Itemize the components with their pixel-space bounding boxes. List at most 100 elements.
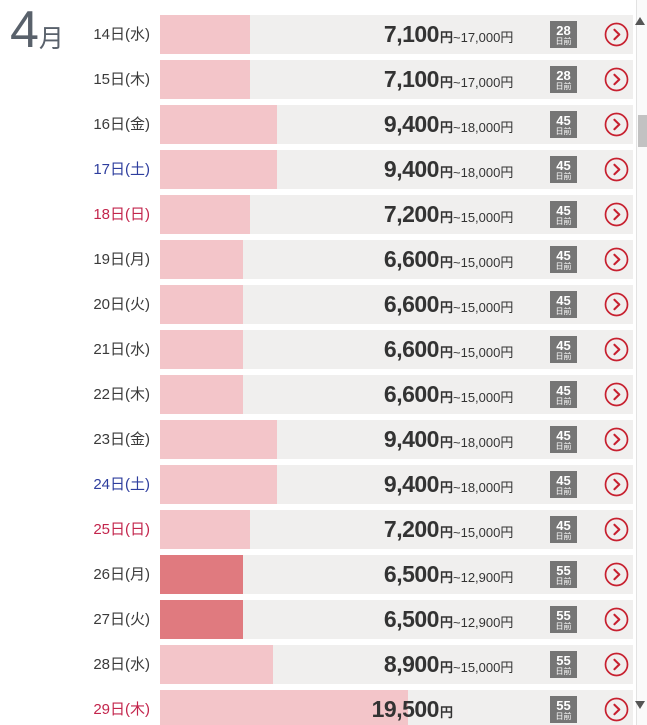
days-before-unit: 日前 <box>555 396 572 406</box>
date-label: 29日(木) <box>93 701 150 718</box>
price-text: 9,400 円 ~18,000円 <box>384 155 537 182</box>
price-bar-track: 19,500 円 55 日前 <box>160 690 633 725</box>
price-min-currency: 円 <box>439 254 453 270</box>
date-row[interactable]: 28日(水) 8,900 円 ~15,000円 55 日前 <box>0 645 633 684</box>
date-row[interactable]: 18日(日) 7,200 円 ~15,000円 45 日前 <box>0 195 633 234</box>
row-chevron-button[interactable] <box>604 22 629 47</box>
row-chevron-button[interactable] <box>604 292 629 317</box>
price-bar <box>160 60 250 99</box>
days-before-badge: 55 日前 <box>550 606 577 633</box>
price-bar <box>160 105 277 144</box>
date-row[interactable]: 21日(水) 6,600 円 ~15,000円 45 日前 <box>0 330 633 369</box>
date-row[interactable]: 23日(金) 9,400 円 ~18,000円 45 日前 <box>0 420 633 459</box>
price-text: 6,600 円 ~15,000円 <box>384 380 537 407</box>
month-number: 4 <box>10 1 39 59</box>
row-chevron-button[interactable] <box>604 202 629 227</box>
price-text: 8,900 円 ~15,000円 <box>384 650 537 677</box>
days-before-unit: 日前 <box>555 666 572 676</box>
price-bar-track: 7,100 円 ~17,000円 28 日前 <box>160 60 633 99</box>
row-chevron-button[interactable] <box>604 517 629 542</box>
date-row[interactable]: 26日(月) 6,500 円 ~12,900円 55 日前 <box>0 555 633 594</box>
row-chevron-button[interactable] <box>604 472 629 497</box>
row-chevron-button[interactable] <box>604 112 629 137</box>
price-min-currency: 円 <box>439 614 453 630</box>
circle-chevron-right-icon <box>604 202 629 227</box>
month-unit: 月 <box>38 25 64 53</box>
row-chevron-button[interactable] <box>604 652 629 677</box>
days-before-number: 55 <box>556 607 571 623</box>
price-bar <box>160 555 243 594</box>
date-row[interactable]: 16日(金) 9,400 円 ~18,000円 45 日前 <box>0 105 633 144</box>
price-min-value: 8,900 <box>383 650 440 677</box>
scrollbar-thumb[interactable] <box>638 115 647 147</box>
days-before-unit: 日前 <box>555 531 572 541</box>
days-before-badge: 45 日前 <box>550 336 577 363</box>
date-row[interactable]: 19日(月) 6,600 円 ~15,000円 45 日前 <box>0 240 633 279</box>
row-chevron-button[interactable] <box>604 247 629 272</box>
days-before-number: 45 <box>556 202 571 218</box>
date-label: 28日(水) <box>93 656 150 673</box>
price-min-value: 6,600 <box>383 335 440 362</box>
scroll-up-arrow-icon[interactable] <box>635 17 645 25</box>
price-bar <box>160 330 243 369</box>
price-range-max: ~18,000円 <box>453 434 514 450</box>
price-min-value: 7,100 <box>383 65 440 92</box>
date-row[interactable]: 17日(土) 9,400 円 ~18,000円 45 日前 <box>0 150 633 189</box>
price-bar-track: 9,400 円 ~18,000円 45 日前 <box>160 105 633 144</box>
price-min-value: 7,200 <box>383 515 440 542</box>
price-min-value: 9,400 <box>383 110 440 137</box>
price-range-max: ~15,000円 <box>453 389 514 405</box>
days-before-number: 55 <box>556 697 571 713</box>
scroll-down-arrow-icon[interactable] <box>635 701 645 709</box>
row-chevron-button[interactable] <box>604 382 629 407</box>
price-bar-track: 6,500 円 ~12,900円 55 日前 <box>160 600 633 639</box>
date-row[interactable]: 14日(水) 7,100 円 ~17,000円 28 日前 <box>0 15 633 54</box>
price-min-currency: 円 <box>439 209 453 225</box>
price-min-value: 6,600 <box>383 245 440 272</box>
days-before-badge: 28 日前 <box>550 21 577 48</box>
date-row[interactable]: 20日(火) 6,600 円 ~15,000円 45 日前 <box>0 285 633 324</box>
days-before-badge: 45 日前 <box>550 246 577 273</box>
date-label: 14日(水) <box>93 26 150 43</box>
date-label: 20日(火) <box>93 296 150 313</box>
circle-chevron-right-icon <box>604 67 629 92</box>
date-row[interactable]: 15日(木) 7,100 円 ~17,000円 28 日前 <box>0 60 633 99</box>
price-bar <box>160 150 277 189</box>
price-min-value: 9,400 <box>383 155 440 182</box>
row-chevron-button[interactable] <box>604 337 629 362</box>
scrollbar[interactable] <box>635 0 647 725</box>
price-bar <box>160 645 273 684</box>
row-chevron-button[interactable] <box>604 67 629 92</box>
price-bar <box>160 15 250 54</box>
price-text: 6,500 円 ~12,900円 <box>384 605 537 632</box>
circle-chevron-right-icon <box>604 427 629 452</box>
days-before-number: 45 <box>556 517 571 533</box>
row-chevron-button[interactable] <box>604 157 629 182</box>
price-min-value: 7,200 <box>383 200 440 227</box>
price-bar <box>160 600 243 639</box>
date-row[interactable]: 27日(火) 6,500 円 ~12,900円 55 日前 <box>0 600 633 639</box>
days-before-number: 28 <box>556 22 571 38</box>
row-chevron-button[interactable] <box>604 697 629 722</box>
price-text: 7,200 円 ~15,000円 <box>384 200 537 227</box>
date-label: 23日(金) <box>93 431 150 448</box>
days-before-unit: 日前 <box>555 306 572 316</box>
date-row[interactable]: 24日(土) 9,400 円 ~18,000円 45 日前 <box>0 465 633 504</box>
days-before-number: 45 <box>556 112 571 128</box>
row-chevron-button[interactable] <box>604 427 629 452</box>
price-text: 19,500 円 <box>372 695 537 722</box>
row-chevron-button[interactable] <box>604 607 629 632</box>
days-before-badge: 45 日前 <box>550 471 577 498</box>
circle-chevron-right-icon <box>604 337 629 362</box>
row-chevron-button[interactable] <box>604 562 629 587</box>
circle-chevron-right-icon <box>604 697 629 722</box>
date-row[interactable]: 22日(木) 6,600 円 ~15,000円 45 日前 <box>0 375 633 414</box>
date-row[interactable]: 29日(木) 19,500 円 55 日前 <box>0 690 633 725</box>
price-min-currency: 円 <box>439 164 453 180</box>
month-label: 4月 <box>10 4 64 56</box>
price-bar-track: 7,100 円 ~17,000円 28 日前 <box>160 15 633 54</box>
days-before-unit: 日前 <box>555 351 572 361</box>
date-row[interactable]: 25日(日) 7,200 円 ~15,000円 45 日前 <box>0 510 633 549</box>
days-before-badge: 45 日前 <box>550 201 577 228</box>
